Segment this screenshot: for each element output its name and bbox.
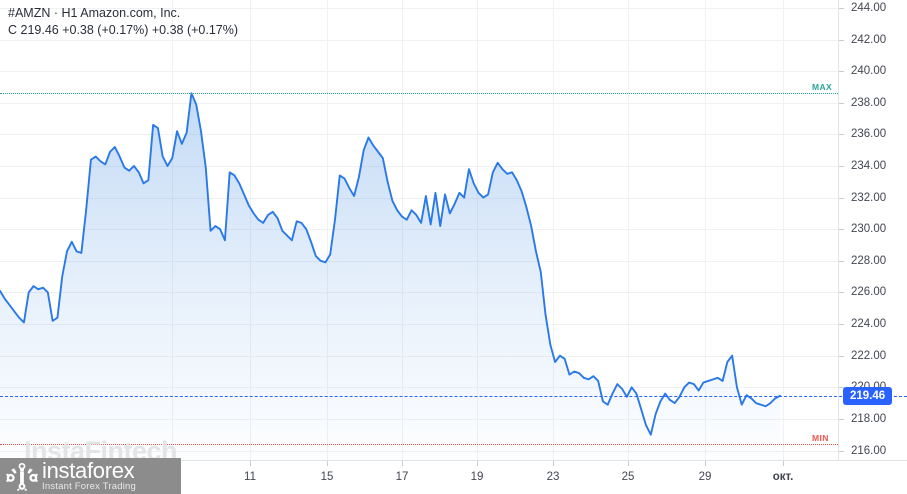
price-tick-label: 218.00 bbox=[851, 412, 887, 425]
price-tick-label: 234.00 bbox=[851, 159, 887, 172]
gridline-horizontal bbox=[0, 165, 838, 167]
gridline-vertical bbox=[327, 0, 328, 460]
gridline-vertical bbox=[705, 0, 706, 460]
price-tick-mark bbox=[839, 387, 844, 389]
price-area-fill bbox=[0, 93, 780, 460]
price-line bbox=[0, 92, 781, 436]
max-level-line bbox=[0, 93, 838, 95]
price-tick-label: 226.00 bbox=[851, 286, 887, 299]
gridline-horizontal bbox=[0, 7, 838, 9]
time-tick-mark bbox=[628, 461, 629, 466]
price-tick-mark bbox=[839, 260, 844, 262]
time-tick-mark bbox=[250, 461, 251, 466]
legend-quote-line: C 219.46 +0.38 (+0.17%) +0.38 (+0.17%) bbox=[8, 23, 239, 37]
gridline-vertical bbox=[553, 0, 554, 460]
price-tick-mark bbox=[839, 450, 844, 452]
time-tick-mark bbox=[402, 461, 403, 466]
time-tick-label: 25 bbox=[621, 471, 635, 483]
gridline-horizontal bbox=[0, 39, 838, 41]
min-level-label: MIN bbox=[812, 433, 829, 444]
price-tick-label: 238.00 bbox=[851, 96, 887, 109]
gridline-horizontal bbox=[0, 102, 838, 104]
chart-legend: #AMZN · H1 Amazon.com, Inc. C 219.46 +0.… bbox=[8, 5, 238, 39]
time-tick-label: 15 bbox=[320, 471, 334, 483]
price-tick-label: 224.00 bbox=[851, 318, 887, 331]
time-tick-mark bbox=[783, 461, 784, 466]
max-level-label: MAX bbox=[812, 82, 833, 93]
price-tick-mark bbox=[839, 102, 844, 104]
price-tick-mark bbox=[839, 418, 844, 420]
time-tick-mark bbox=[705, 461, 706, 466]
time-tick-mark bbox=[553, 461, 554, 466]
price-tick-mark bbox=[839, 71, 844, 73]
time-tick-label: 11 bbox=[244, 471, 256, 483]
price-tick-mark bbox=[839, 324, 844, 326]
time-tick-label: окт. bbox=[772, 471, 794, 483]
chart-plot-area[interactable]: MAX MIN bbox=[0, 0, 838, 460]
instaforex-logo-icon bbox=[6, 463, 38, 492]
price-tick-label: 228.00 bbox=[851, 254, 887, 267]
instaforex-watermark-banner: instaforex Instant Forex Trading bbox=[0, 458, 181, 494]
current-price-line bbox=[0, 395, 907, 397]
price-tick-label: 222.00 bbox=[851, 349, 887, 362]
price-tick-mark bbox=[839, 229, 844, 231]
price-tick-mark bbox=[839, 355, 844, 357]
price-tick-label: 242.00 bbox=[851, 33, 887, 46]
instaforex-brand-text: instaforex bbox=[42, 457, 135, 483]
price-area-series bbox=[0, 92, 781, 460]
time-axis[interactable]: 911151719232529окт. bbox=[0, 460, 907, 494]
time-tick-mark bbox=[327, 461, 328, 466]
price-tick-mark bbox=[839, 165, 844, 167]
price-tick-mark bbox=[839, 39, 844, 41]
price-tick-mark bbox=[839, 197, 844, 199]
price-tick-label: 236.00 bbox=[851, 128, 887, 141]
price-tick-label: 240.00 bbox=[851, 65, 887, 78]
gridline-horizontal bbox=[0, 197, 838, 199]
gridline-horizontal bbox=[0, 134, 838, 136]
price-axis[interactable]: 244.00 242.00 240.00 238.00 236.00 234.00 232.… bbox=[838, 0, 907, 460]
price-tick-label: 244.00 bbox=[851, 1, 887, 14]
instaforex-tagline: Instant Forex Trading bbox=[42, 480, 136, 492]
time-tick-label: 17 bbox=[395, 471, 409, 483]
time-tick-label: 19 bbox=[470, 471, 484, 483]
price-tick-mark bbox=[839, 134, 844, 136]
gridline-horizontal bbox=[0, 71, 838, 73]
price-tick-mark bbox=[839, 7, 844, 9]
time-tick-label: 23 bbox=[546, 471, 560, 483]
time-tick-label: 29 bbox=[698, 471, 712, 483]
price-tick-label: 230.00 bbox=[851, 223, 887, 236]
time-tick-mark bbox=[477, 461, 478, 466]
gridline-vertical bbox=[628, 0, 629, 460]
min-level-line bbox=[0, 444, 838, 446]
price-tick-mark bbox=[839, 292, 844, 294]
gridline-vertical bbox=[783, 0, 784, 460]
price-tick-label: 216.00 bbox=[851, 444, 887, 457]
price-tick-label: 232.00 bbox=[851, 191, 887, 204]
legend-symbol-line: #AMZN · H1 Amazon.com, Inc. bbox=[8, 6, 181, 20]
current-price-badge: 219.46 bbox=[843, 386, 893, 405]
